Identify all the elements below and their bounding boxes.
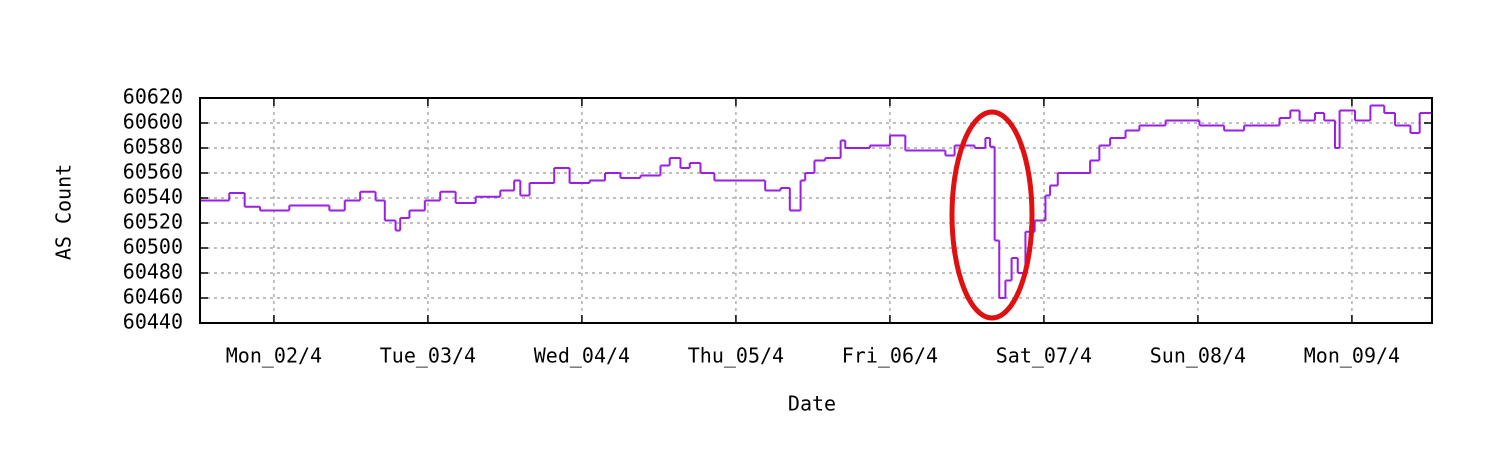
x-tick-label: Tue_03/4: [380, 344, 476, 368]
y-tick-label: 60500: [123, 235, 183, 259]
y-tick-label: 60520: [123, 210, 183, 234]
x-tick-label: Mon_02/4: [226, 344, 322, 368]
step-connector: [228, 105, 1421, 298]
y-tick-label: 60460: [123, 285, 183, 309]
plot: 6044060460604806050060520605406056060580…: [123, 85, 1432, 368]
x-axis-label: Date: [788, 392, 836, 416]
x-tick-label: Mon_09/4: [1304, 344, 1400, 368]
y-tick-label: 60620: [123, 85, 183, 109]
x-tick-label: Sat_07/4: [996, 344, 1092, 368]
x-tick-label: Sun_08/4: [1150, 344, 1246, 368]
x-tick-label: Fri_06/4: [842, 344, 938, 368]
y-tick-label: 60540: [123, 185, 183, 209]
y-tick-label: 60560: [123, 160, 183, 184]
y-tick-label: 60480: [123, 260, 183, 284]
y-tick-label: 60600: [123, 110, 183, 134]
y-tick-label: 60440: [123, 310, 183, 334]
plot-border: [199, 97, 1433, 324]
y-tick-label: 60580: [123, 135, 183, 159]
highlight-ellipse: [949, 109, 1035, 321]
x-tick-label: Wed_04/4: [534, 344, 630, 368]
x-tick-label: Thu_05/4: [688, 344, 784, 368]
y-axis-label: AS Count: [52, 164, 76, 260]
